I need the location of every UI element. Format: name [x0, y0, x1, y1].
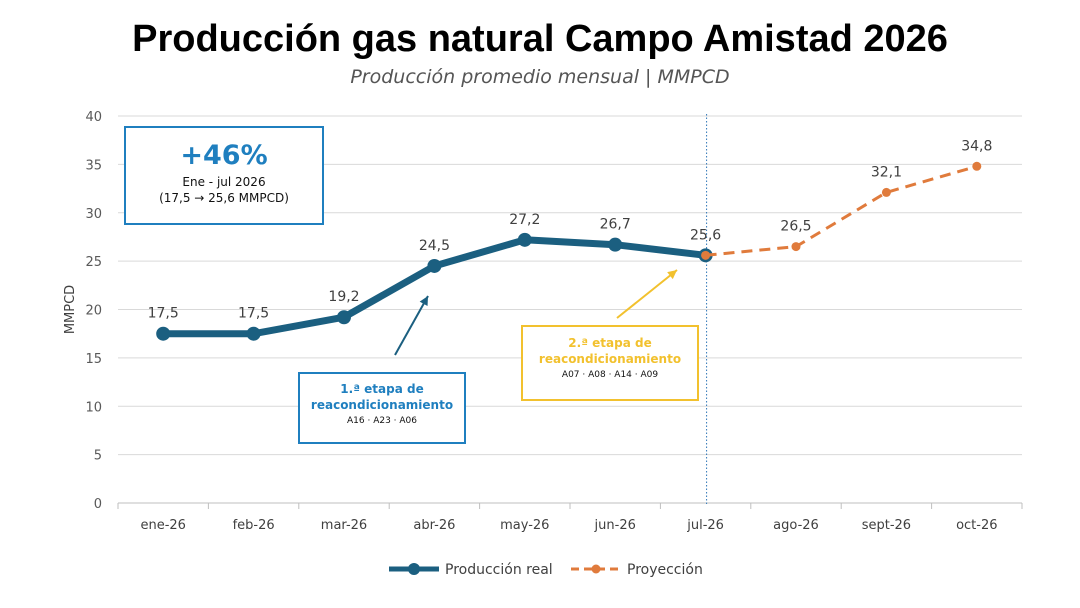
- data-point: [246, 326, 261, 341]
- kpi-range: (17,5 → 25,6 MMPCD): [159, 191, 289, 205]
- x-tick-label: jul-26: [686, 518, 724, 533]
- data-point: [337, 310, 351, 325]
- x-tick-label: sept-26: [862, 518, 911, 533]
- data-point: [701, 250, 711, 260]
- stage2-title: 2.ª etapa de reacondicionamiento: [538, 336, 682, 366]
- legend-label: Producción real: [445, 562, 553, 578]
- stage1-annotation-box: 1.ª etapa de reacondicionamiento A16 · A…: [298, 372, 466, 444]
- stage2-arrow-head: [667, 270, 677, 280]
- data-point: [156, 326, 171, 341]
- data-label: 24,5: [419, 238, 450, 254]
- stage1-title: 1.ª etapa de reacondicionamiento: [310, 382, 454, 412]
- x-tick-label: mar-26: [321, 518, 367, 533]
- legend-marker: [408, 563, 420, 575]
- x-tick-label: ene-26: [140, 518, 185, 533]
- data-point: [517, 232, 532, 247]
- stage1-arrow: [394, 295, 429, 356]
- data-label: 17,5: [148, 306, 179, 322]
- x-tick-label: oct-26: [956, 518, 997, 533]
- kpi-value: +46%: [180, 140, 268, 171]
- x-tick-label: jun-26: [594, 518, 636, 533]
- y-tick-label: 5: [94, 449, 102, 464]
- series-line-proyeccion: [705, 164, 978, 257]
- chart-subtitle: Producción promedio mensual | MMPCD: [350, 66, 730, 88]
- y-axis-label: MMPCD: [63, 285, 78, 334]
- y-tick-label: 10: [85, 400, 102, 415]
- stage1-wells: A16 · A23 · A06: [347, 416, 417, 426]
- x-tick-label: abr-26: [413, 518, 455, 533]
- y-tick-label: 35: [85, 158, 102, 173]
- y-tick-label: 40: [85, 110, 102, 125]
- data-label: 17,5: [238, 306, 269, 322]
- y-tick-label: 30: [85, 207, 102, 222]
- kpi-period: Ene - jul 2026: [182, 175, 266, 189]
- data-label: 19,2: [328, 289, 359, 305]
- x-tick-label: feb-26: [233, 518, 275, 533]
- x-tick-label: ago-26: [773, 518, 819, 533]
- data-label: 26,5: [780, 219, 811, 235]
- data-point: [972, 161, 982, 171]
- data-point: [791, 242, 801, 252]
- data-label: 27,2: [509, 212, 540, 228]
- y-tick-label: 20: [85, 304, 102, 319]
- y-tick-label: 15: [85, 352, 102, 367]
- data-label: 26,7: [600, 217, 631, 233]
- stage2-annotation-box: 2.ª etapa de reacondicionamiento A07 · A…: [521, 325, 699, 401]
- x-tick-label: may-26: [500, 518, 549, 533]
- data-point: [427, 258, 442, 273]
- stage2-arrow: [616, 269, 678, 319]
- legend-marker: [591, 564, 601, 574]
- y-tick-label: 0: [94, 497, 102, 512]
- legend-label: Proyección: [627, 562, 703, 578]
- data-point: [608, 237, 623, 252]
- stage2-wells: A07 · A08 · A14 · A09: [561, 370, 659, 380]
- data-label: 25,6: [690, 227, 721, 243]
- data-label: 34,8: [961, 138, 992, 154]
- kpi-box: +46% Ene - jul 2026 (17,5 → 25,6 MMPCD): [124, 126, 324, 225]
- chart-title: Producción gas natural Campo Amistad 202…: [132, 18, 948, 60]
- data-point: [881, 187, 891, 197]
- stage1-arrow-head: [419, 296, 428, 307]
- data-label: 32,1: [871, 164, 902, 180]
- y-tick-label: 25: [85, 255, 102, 270]
